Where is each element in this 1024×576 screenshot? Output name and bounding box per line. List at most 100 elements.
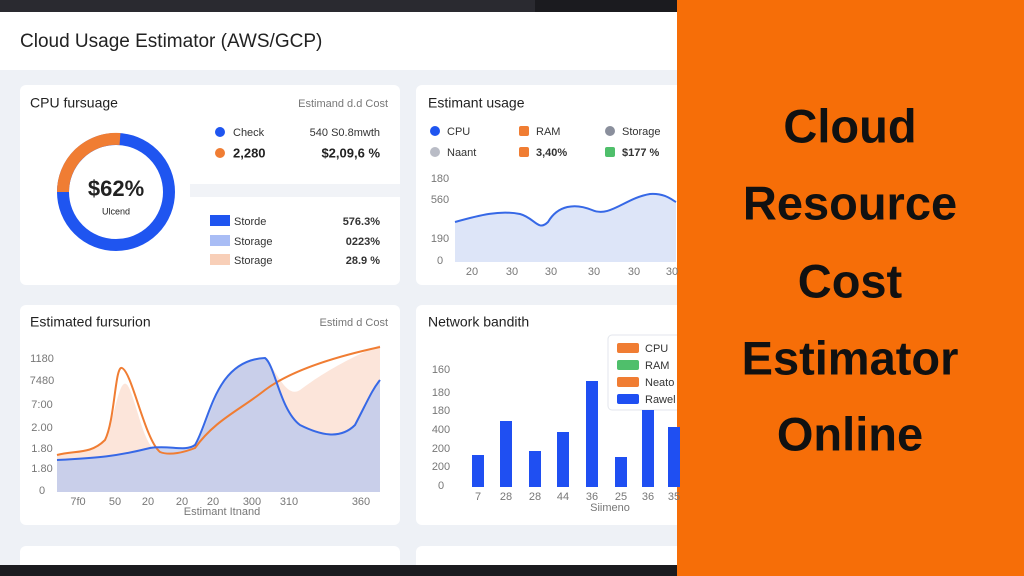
x-tick-label: 28 <box>529 491 541 503</box>
x-tick-label: 7 <box>475 491 481 503</box>
legend-dot <box>215 148 225 158</box>
legend-value: $2,09,6 % <box>321 145 380 160</box>
row-value: 0223% <box>346 236 380 248</box>
legend-label: Storage <box>622 126 661 138</box>
panel-title: Network bandith <box>428 314 529 330</box>
legend-label: $177 % <box>622 147 660 159</box>
line <box>56 346 381 456</box>
swatch <box>210 254 230 265</box>
banner-line: Cloud <box>783 99 916 152</box>
legend-swatch <box>605 147 615 157</box>
y-tick-label: 0 <box>437 255 443 267</box>
line <box>56 356 381 461</box>
row-label: Storde <box>234 216 266 228</box>
divider <box>190 184 400 197</box>
x-tick-label: 20 <box>176 496 188 508</box>
y-tick-label: 1180 <box>30 353 54 365</box>
bezel <box>0 565 677 576</box>
x-tick-label: 44 <box>557 491 569 503</box>
legend-label: CPU <box>645 343 668 355</box>
x-axis-title: Estimant Itnand <box>184 506 260 518</box>
y-tick-label: 0 <box>438 480 444 492</box>
row-value: 576.3% <box>343 216 381 228</box>
legend-label: 3,40% <box>536 147 567 159</box>
row-label: Storage <box>234 255 273 267</box>
panel-title: CPU fursuage <box>30 95 118 111</box>
x-tick-label: 30 <box>506 266 518 278</box>
bar <box>557 432 569 487</box>
legend-dot <box>215 127 225 137</box>
x-tick-label: 300 <box>243 496 261 508</box>
bezel <box>535 0 677 12</box>
y-tick-label: 180 <box>431 173 449 185</box>
banner-line: Online <box>777 407 923 460</box>
bar <box>668 427 680 487</box>
legend-swatch <box>617 377 639 387</box>
swatch <box>210 235 230 246</box>
x-tick-label: 35 <box>668 491 680 503</box>
panel-title: Estimated fursurion <box>30 314 151 330</box>
panel-subtitle: Estimand d.d Cost <box>298 98 388 110</box>
x-tick-label: 310 <box>280 496 298 508</box>
legend-label: Neato <box>645 377 674 389</box>
y-tick-label: 190 <box>431 233 449 245</box>
y-tick-label: 400 <box>432 424 450 436</box>
legend-value: 540 S0.8mwth <box>310 127 380 139</box>
x-tick-label: 25 <box>615 491 627 503</box>
y-tick-label: 200 <box>432 443 450 455</box>
legend-swatch <box>617 360 639 370</box>
bar <box>472 455 484 487</box>
x-tick-label: 7f0 <box>70 496 85 508</box>
legend-swatch <box>519 126 529 136</box>
legend-swatch <box>519 147 529 157</box>
x-tick-label: 20 <box>142 496 154 508</box>
x-tick-label: 36 <box>642 491 654 503</box>
y-tick-label: 1.80 <box>31 463 52 475</box>
legend-swatch <box>617 394 639 404</box>
x-tick-label: 30 <box>588 266 600 278</box>
panel-title: Estimant usage <box>428 95 525 111</box>
bar <box>529 451 541 487</box>
legend-dot <box>430 126 440 136</box>
y-tick-label: 200 <box>432 461 450 473</box>
y-tick-label: 560 <box>431 194 449 206</box>
donut-arc <box>56 132 121 193</box>
legend-label: Naant <box>447 147 476 159</box>
x-tick-label: 28 <box>500 491 512 503</box>
x-axis-title: Siimeno <box>590 502 630 514</box>
legend-label: CPU <box>447 126 470 138</box>
x-tick-label: 20 <box>207 496 219 508</box>
bar <box>642 410 654 487</box>
donut-caption: Ulcend <box>102 206 130 216</box>
y-tick-label: 2.00 <box>31 422 52 434</box>
bezel <box>0 0 535 12</box>
bar <box>500 421 512 487</box>
y-tick-label: 0 <box>39 485 45 497</box>
x-tick-label: 36 <box>586 491 598 503</box>
legend-label: RAM <box>645 360 669 372</box>
legend-label: Check <box>233 127 265 139</box>
y-tick-label: 7:00 <box>31 399 52 411</box>
area <box>455 193 676 262</box>
panel-subtitle: Estimd d Cost <box>320 317 388 329</box>
x-tick-label: 30 <box>545 266 557 278</box>
legend-label: Rawel <box>645 394 676 406</box>
legend-swatch <box>617 343 639 353</box>
banner-line: Cost <box>798 254 903 307</box>
y-tick-label: 7480 <box>30 375 54 387</box>
header-title: Cloud Usage Estimator (AWS/GCP) <box>20 31 322 52</box>
x-tick-label: 30 <box>628 266 640 278</box>
x-tick-label: 30 <box>666 266 678 278</box>
row-label: Storage <box>234 236 273 248</box>
bar <box>586 381 598 487</box>
y-tick-label: 180 <box>432 405 450 417</box>
y-tick-label: 1.80 <box>31 443 52 455</box>
legend-label: RAM <box>536 126 560 138</box>
banner-line: Estimator <box>742 331 959 384</box>
legend-dot <box>605 126 615 136</box>
area <box>57 358 380 492</box>
line <box>454 192 677 227</box>
y-tick-label: 160 <box>432 364 450 376</box>
